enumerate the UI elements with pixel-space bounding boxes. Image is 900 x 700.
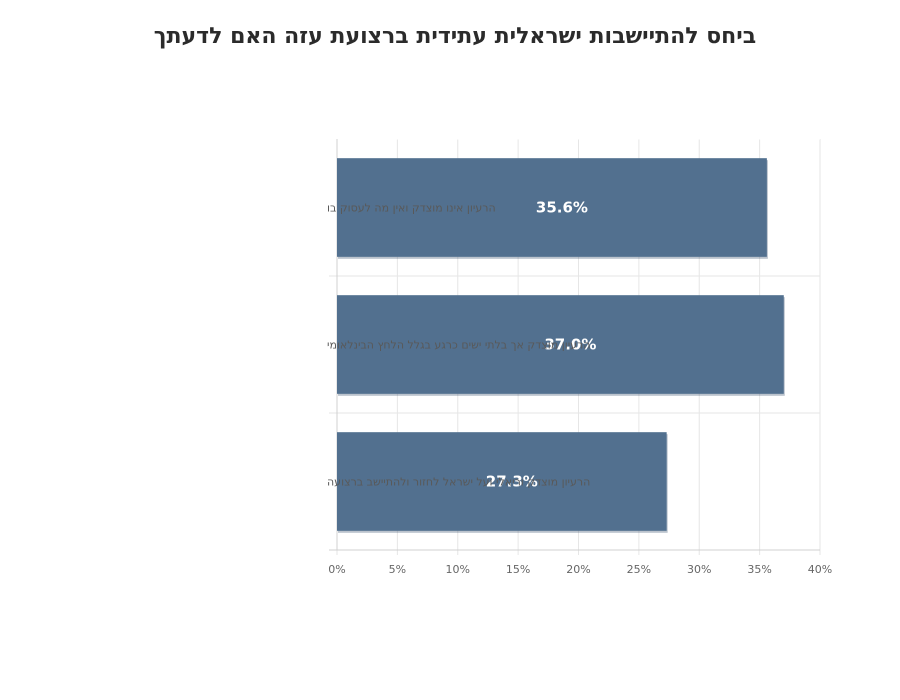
x-tick-label: 10% [446, 563, 470, 576]
category-label: הרעיון מוצדק אך בלתי ישים כרגע בגלל הלחץ… [327, 339, 590, 352]
category-label: הרעיון מוצדק וריאלי ועל ישראל לחזור ולהת… [327, 476, 590, 489]
bar-data-label: 37.0% [544, 336, 596, 354]
bar [337, 158, 767, 257]
x-tick-label: 0% [328, 563, 345, 576]
bar-data-label: 27.3% [486, 473, 538, 491]
bar [337, 295, 784, 394]
x-tick-label: 35% [747, 563, 771, 576]
chart-title: ביחס להתיישבות ישראלית עתידית ברצועת עזה… [153, 24, 757, 49]
bar-data-label: 35.6% [536, 199, 588, 217]
x-tick-label: 20% [566, 563, 590, 576]
x-tick-label: 30% [687, 563, 711, 576]
x-tick-label: 40% [808, 563, 832, 576]
category-label: הרעיון אינו מוצדק ואין מה לעסוק בו [327, 202, 496, 215]
bar [337, 432, 667, 531]
x-tick-label: 25% [627, 563, 651, 576]
x-tick-label: 5% [389, 563, 406, 576]
x-tick-label: 15% [506, 563, 530, 576]
